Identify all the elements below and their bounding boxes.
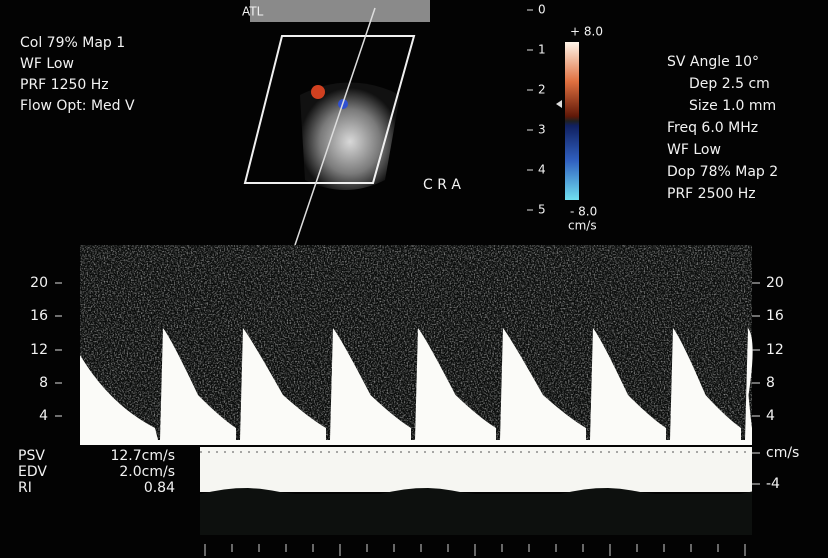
measurement-label: PSV [18,448,45,464]
velocity-label-right: 4 [766,408,775,424]
measurement-label: RI [18,480,32,496]
measurement-value: 12.7cm/s [110,448,175,464]
measurement-value: 2.0cm/s [119,464,175,480]
depth-label: 2 [538,83,546,97]
left-setting: Col 79% Map 1 [20,35,125,51]
color-bar [565,42,579,200]
logo: ATL [242,5,264,19]
depth-label: 0 [538,3,546,17]
right-setting: Dep 2.5 cm [689,76,770,92]
left-setting: Flow Opt: Med V [20,98,135,114]
reverse-spectrum [200,488,752,535]
velocity-label-right: 16 [766,308,784,324]
velocity-label-left: 4 [39,408,48,424]
depth-label: 1 [538,43,546,57]
measurement-value: 0.84 [144,480,175,496]
ultrasound-screen: ATL C R A + 8.0 - 8.0 cm/s Col 79% Map 1… [0,0,828,558]
depth-label: 3 [538,123,546,137]
velocity-label-left: 12 [30,342,48,358]
velocity-label-left: 8 [39,375,48,391]
left-setting: WF Low [20,56,74,72]
tissue-image [300,83,400,191]
right-setting: Dop 78% Map 2 [667,164,778,180]
depth-label: 4 [538,163,546,177]
velocity-label-right: -4 [766,476,780,492]
color-bar-top: + 8.0 [570,25,603,39]
reverse-window [200,447,752,492]
color-bar-bottom: - 8.0 [570,205,597,219]
velocity-label-left: 16 [30,308,48,324]
right-setting: WF Low [667,142,721,158]
vessel-label: C R A [423,177,461,193]
left-setting: PRF 1250 Hz [20,77,109,93]
velocity-label-right: 12 [766,342,784,358]
measurement-label: EDV [18,464,47,480]
color-flow-red [311,85,325,99]
velocity-label-left: 20 [30,275,48,291]
velocity-label-right: 8 [766,375,775,391]
velocity-label-right: cm/s [766,445,799,461]
near-field [250,0,430,22]
right-setting: PRF 2500 Hz [667,186,756,202]
velocity-label-right: 20 [766,275,784,291]
color-bar-unit: cm/s [568,219,597,233]
right-setting: Size 1.0 mm [689,98,776,114]
right-setting: Freq 6.0 MHz [667,120,758,136]
depth-label: 5 [538,203,546,217]
right-setting: SV Angle 10° [667,54,759,70]
